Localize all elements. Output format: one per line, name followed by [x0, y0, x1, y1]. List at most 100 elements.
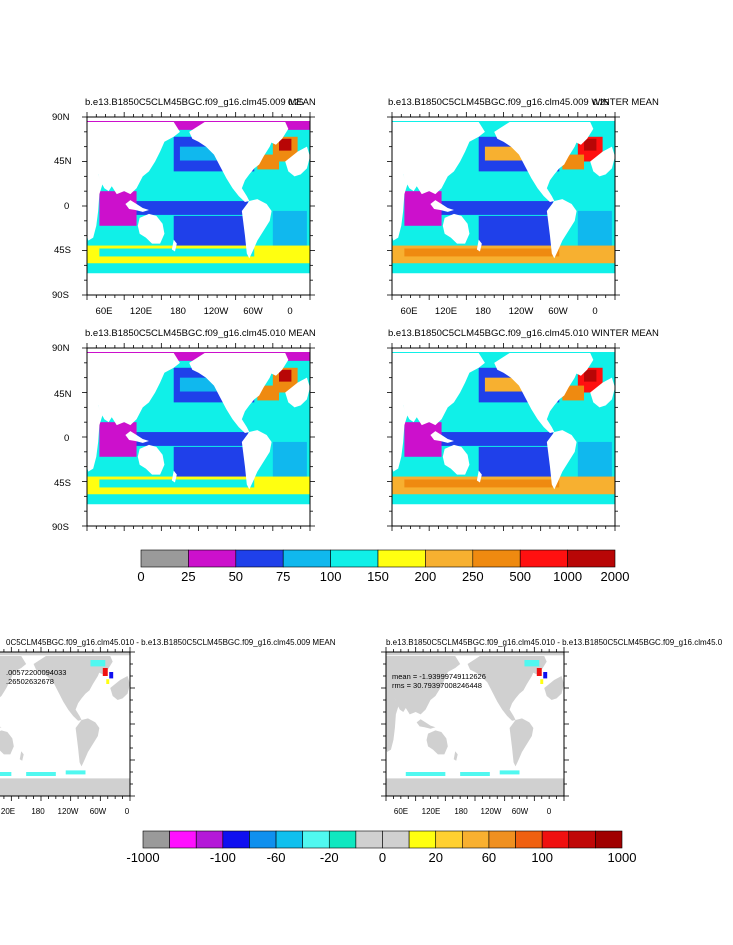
colorbar-swatch: [568, 830, 596, 849]
north-atlantic-core: [584, 369, 597, 382]
map-2-x-labels: 60E 120E 180 120W 60W 0: [401, 306, 598, 317]
maritime-land: [430, 200, 454, 212]
colorbar-swatch: [302, 830, 330, 849]
southern-strip-2: [26, 772, 56, 776]
southern-fringe: [87, 494, 310, 505]
x-tick-60w: 60W: [548, 306, 568, 317]
antarctica-land: [87, 504, 310, 526]
panel-1: b.e13.B1850C5CLM45BGC.f09_g16.clm45.009 …: [52, 97, 316, 317]
colorbar-swatch: [519, 549, 568, 568]
maritime-land: [430, 431, 454, 443]
colorbar-swatch: [382, 830, 410, 849]
x-tick-180: 180: [31, 807, 45, 816]
colorbar-label: 75: [276, 569, 290, 584]
nz-land: [453, 751, 458, 761]
atlantic-anomaly-2: [109, 672, 114, 679]
namerica-land: [494, 352, 581, 434]
colorbar-label: 150: [367, 569, 389, 584]
map-1-axis-ticks: [82, 112, 315, 300]
australia-land: [442, 444, 470, 475]
antarctica-land: [392, 504, 615, 526]
panel-2-corner-label: 0.25: [593, 98, 609, 107]
colorbar-label: -100: [210, 850, 236, 865]
north-atlantic-core: [584, 138, 597, 151]
map-1: [87, 117, 310, 295]
arctic-land: [87, 348, 310, 352]
panel-4-title: b.e13.B1850C5CLM45BGC.f09_g16.clm45.010 …: [388, 328, 659, 339]
colorbar-swatch: [275, 830, 303, 849]
asia-land: [87, 121, 180, 195]
africa-land: [386, 696, 399, 752]
namerica-land: [467, 656, 537, 721]
panel-4: b.e13.B1850C5CLM45BGC.f09_g16.clm45.010 …: [387, 328, 659, 531]
x-tick-120e: 120E: [130, 306, 152, 317]
southern-fringe: [392, 263, 615, 274]
arctic-band: [87, 120, 310, 130]
y-tick-90s: 90S: [52, 522, 69, 533]
australia-land: [442, 213, 470, 244]
colorbar-label: -20: [320, 850, 339, 865]
colorbar-label: 0: [379, 850, 386, 865]
colorbar-swatch: [222, 830, 250, 849]
north-atlantic-core: [279, 369, 292, 382]
colorbar-1: 0 25 50 75 100 150 200 250 500 1000 2000: [137, 549, 629, 584]
colorbar-swatch: [169, 830, 197, 849]
y-tick-0: 0: [64, 433, 69, 444]
gulf-stream: [257, 154, 280, 170]
arctic-band: [87, 351, 310, 361]
x-tick-20e: 20E: [1, 807, 15, 816]
southern-strip-3: [65, 770, 86, 775]
panel-1-title: b.e13.B1850C5CLM45BGC.f09_g16.clm45.009 …: [85, 97, 316, 108]
colorbar-label: 50: [229, 569, 243, 584]
nz-land: [476, 470, 482, 483]
greenland-land: [255, 352, 289, 376]
australia-land: [426, 730, 448, 755]
atlantic-anomaly-3: [540, 679, 544, 684]
x-tick-180: 180: [454, 807, 468, 816]
map-6-axis-ticks: [381, 647, 569, 801]
x-tick-120w: 120W: [509, 306, 534, 317]
maritime-land: [0, 726, 2, 728]
samerica-land: [241, 199, 272, 259]
x-tick-60w: 60W: [512, 807, 529, 816]
colorbar-swatch: [435, 830, 463, 849]
x-tick-60w: 60W: [90, 807, 107, 816]
nz-land: [476, 239, 482, 252]
colorbar-swatch: [195, 830, 224, 849]
colorbar-swatch: [488, 830, 516, 849]
colorbar-swatch: [408, 830, 437, 849]
arctic-strip: [90, 660, 106, 667]
colorbar-label: 60: [482, 850, 496, 865]
x-tick-180: 180: [170, 306, 186, 317]
antarctica-land: [0, 778, 130, 796]
australia-land: [137, 213, 165, 244]
europe-land: [285, 146, 310, 177]
x-tick-120w: 120W: [58, 807, 79, 816]
map-4-axis-ticks: [387, 343, 620, 531]
map-3: [87, 348, 310, 526]
maritime-land: [125, 200, 149, 212]
colorbar-label: 25: [181, 569, 195, 584]
y-tick-45n: 45N: [54, 389, 72, 400]
southern-fringe: [392, 494, 615, 505]
panel-3-title: b.e13.B1850C5CLM45BGC.f09_g16.clm45.010 …: [85, 328, 316, 339]
diff-layer: [386, 652, 564, 796]
colorbar-label: 0: [137, 569, 144, 584]
samerica-land: [546, 430, 577, 490]
map-1-fill: [87, 117, 310, 295]
antarctica-land: [87, 273, 310, 295]
map-6: [386, 652, 564, 796]
panel-6-title: b.e13.B1850C5CLM45BGC.f09_g16.clm45.010 …: [386, 638, 723, 647]
greenland-land: [560, 352, 594, 376]
namerica-land: [494, 121, 581, 203]
southern-core: [99, 479, 255, 488]
y-tick-90n: 90N: [52, 343, 70, 354]
x-tick-0: 0: [592, 306, 597, 317]
map-5-x-labels: 20E 180 120W 60W 0: [1, 807, 130, 816]
arctic-land: [392, 348, 615, 352]
panel-5-stat-1: .00572200094033: [6, 668, 66, 677]
southern-fringe: [87, 263, 310, 274]
nz-land: [19, 751, 24, 761]
colorbar-swatch: [567, 549, 616, 568]
